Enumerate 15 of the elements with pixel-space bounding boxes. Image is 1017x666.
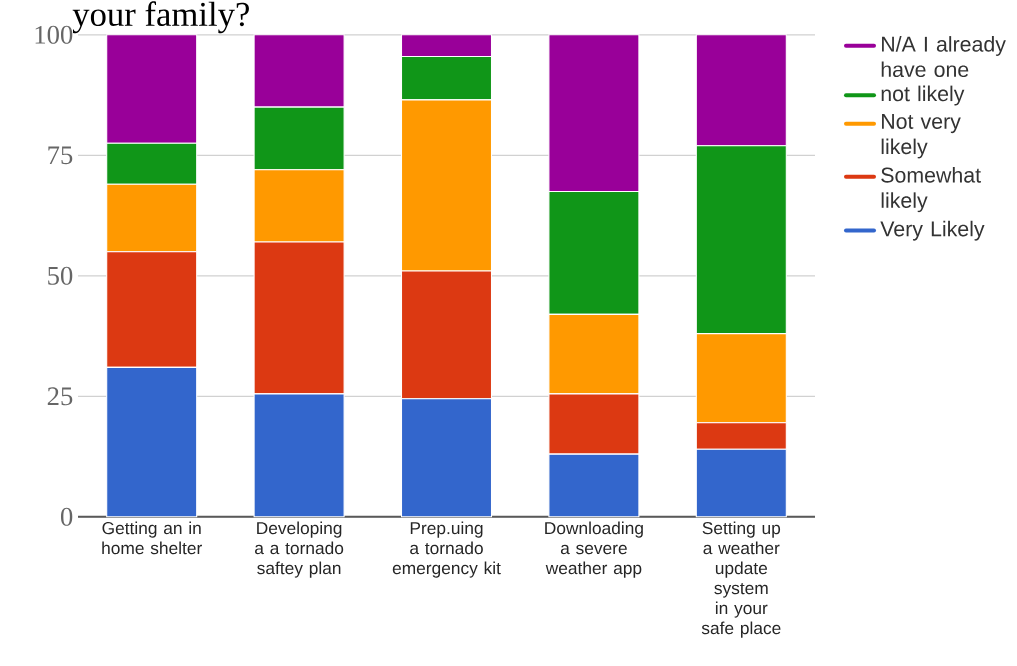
legend-label: Not very likely bbox=[881, 114, 961, 159]
chart-title: your family? bbox=[72, 1, 249, 34]
y-tick-label: 0 bbox=[60, 507, 73, 526]
y-tick-label: 50 bbox=[48, 266, 73, 285]
x-tick-label: Developing a a tornado saftey plan bbox=[255, 521, 344, 578]
x-tick-label: Getting an in home shelter bbox=[102, 521, 202, 555]
legend-label: not likely bbox=[881, 85, 965, 106]
legend-label: Somewhat likely bbox=[881, 167, 981, 213]
x-tick-label: Setting up a weather update system in your safe place bbox=[701, 521, 781, 638]
legend-label: Very Likely bbox=[880, 220, 985, 241]
x-tick-label: Downloading a severe weather app bbox=[545, 521, 643, 578]
y-tick-label: 100 bbox=[35, 25, 73, 44]
x-tick-label: Prep.uing a tornado emergency kit bbox=[392, 521, 501, 578]
y-tick-label: 75 bbox=[48, 146, 73, 165]
y-tick-label: 25 bbox=[47, 387, 73, 406]
